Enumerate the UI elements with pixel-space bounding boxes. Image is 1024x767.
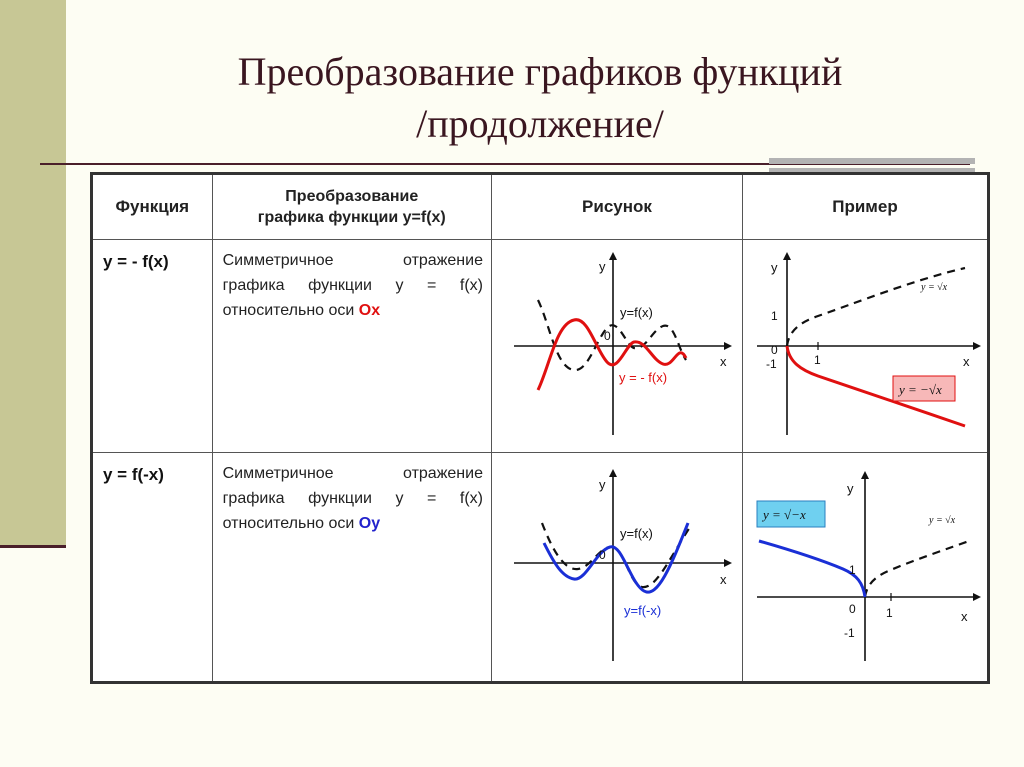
x-axis-label: x <box>963 354 970 369</box>
transform-table: Функция Преобразование графика функции y… <box>90 172 990 684</box>
formula-transformed: y = −√x <box>897 382 942 397</box>
description-text: Симметричное отражение графика функции y… <box>222 465 483 532</box>
x-axis-label: x <box>961 609 968 624</box>
y-axis-arrow <box>608 469 617 477</box>
one-y-label: 1 <box>849 563 856 577</box>
minus-one-label: -1 <box>844 626 855 640</box>
origin-label: 0 <box>849 602 856 616</box>
x-axis-arrow <box>972 342 981 350</box>
header-transform-line-2: графика функции y=f(x) <box>257 209 446 226</box>
page-title: Преобразование графиков функций /продолж… <box>90 46 990 150</box>
axis-name: Ох <box>358 302 381 319</box>
x-axis-arrow <box>972 593 981 601</box>
curve-sqrt-x <box>785 266 966 347</box>
y-axis-arrow <box>608 252 617 260</box>
formula-original: y = √x <box>920 282 948 293</box>
function-cell: y = f(-x) <box>91 452 213 683</box>
original-function-label: y=f(x) <box>620 526 653 541</box>
decorative-left-bar <box>0 0 66 545</box>
header-transform-line-1: Преобразование <box>285 188 419 205</box>
description-cell: Симметричное отражение графика функции y… <box>211 452 492 683</box>
curve-sqrt-minus-x <box>758 539 867 598</box>
y-axis-label: y <box>599 259 606 274</box>
example-sqrt-reflect-oy: y x 0 1 1 -1 y = √x y = √−x <box>756 471 981 661</box>
y-axis-label: y <box>847 481 854 496</box>
transformed-function-label: y = - f(x) <box>619 370 667 385</box>
minus-one-label: -1 <box>766 357 777 371</box>
table-header-row: Функция Преобразование графика функции y… <box>91 173 990 240</box>
decorative-left-rule <box>0 545 66 548</box>
one-y-label: 1 <box>771 309 778 323</box>
header-picture: Рисунок <box>490 173 743 240</box>
function-cell: y = - f(x) <box>91 239 213 453</box>
example-cell: y x 0 1 1 -1 y = √x y = √−x <box>741 452 990 683</box>
origin-label: 0 <box>771 343 778 357</box>
y-axis-label: y <box>771 260 778 275</box>
curve-original <box>536 299 687 372</box>
formula-original: y = √x <box>928 515 956 526</box>
x-axis-arrow <box>723 559 732 567</box>
formula-transformed: y = √−x <box>761 507 806 522</box>
curve-minus-sqrt-x <box>785 345 966 428</box>
curve-original <box>540 522 691 589</box>
origin-label: 0 <box>599 548 606 562</box>
example-cell: y x 0 1 1 -1 y = √x y = −√x <box>741 239 990 453</box>
x-axis-label: x <box>720 572 727 587</box>
graph-reflect-ox: y x 0 y=f(x) y = - f(x) <box>513 252 732 435</box>
one-x-label: 1 <box>814 353 821 367</box>
y-axis-arrow <box>860 471 869 479</box>
title-line-1: Преобразование графиков функций <box>237 49 843 94</box>
description-cell: Симметричное отражение графика функции y… <box>211 239 492 453</box>
description-text: Симметричное отражение графика функции y… <box>222 252 483 319</box>
graph-reflect-oy: y x 0 y=f(x) y=f(-x) <box>513 469 732 661</box>
x-axis-arrow <box>723 342 732 350</box>
picture-cell: y x 0 y=f(x) y=f(-x) <box>490 452 743 683</box>
decorative-gray-bar <box>769 168 975 174</box>
example-sqrt-reflect-ox: y x 0 1 1 -1 y = √x y = −√x <box>756 252 981 435</box>
title-line-2: /продолжение/ <box>416 101 664 146</box>
curve-sqrt-x <box>863 539 970 598</box>
table-row: y = - f(x) Симметричное отражение график… <box>91 239 990 453</box>
curve-reflected <box>536 318 688 391</box>
y-axis-label: y <box>599 477 606 492</box>
axis-name: Оу <box>358 515 381 532</box>
table-row: y = f(-x) Симметричное отражение графика… <box>91 452 990 683</box>
header-function: Функция <box>91 173 213 240</box>
header-example: Пример <box>741 173 990 240</box>
title-rule <box>40 163 970 165</box>
curve-reflected <box>542 522 690 594</box>
original-function-label: y=f(x) <box>620 305 653 320</box>
formula-transformed-box <box>756 500 826 528</box>
picture-cell: y x 0 y=f(x) y = - f(x) <box>490 239 743 453</box>
origin-label: 0 <box>604 329 611 343</box>
y-axis-arrow <box>782 252 791 260</box>
header-transform: Преобразование графика функции y=f(x) <box>211 173 492 240</box>
one-x-label: 1 <box>886 606 893 620</box>
x-axis-label: x <box>720 354 727 369</box>
decorative-gray-bar <box>769 158 975 164</box>
transformed-function-label: y=f(-x) <box>624 603 661 618</box>
formula-transformed-box <box>892 375 956 402</box>
